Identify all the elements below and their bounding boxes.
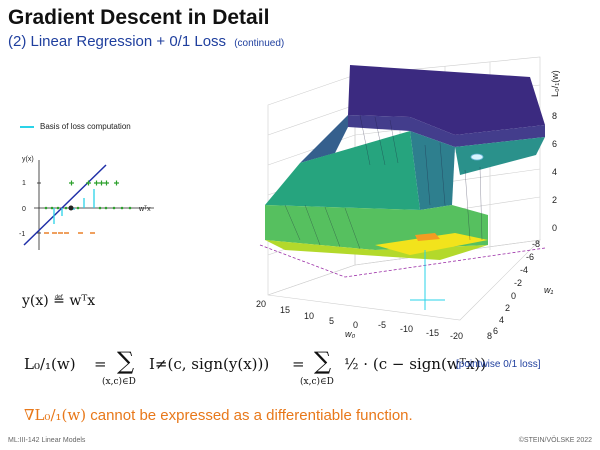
loss-equals-1: = [94,355,107,373]
loss-surface-plot: L₀/₁(w) 8 6 4 2 0 20 15 10 5 0 -5 -10 -1… [256,56,560,340]
w1-tick-neg8: -8 [532,239,540,249]
y-axis-label: y(x) [22,156,34,163]
loss-formula: L₀/₁(w) = ∑ (x,c)∈D I≠(c, sign(y(x))) = … [24,343,584,393]
model-formula: y(x) ≝ wᵀx [22,293,96,309]
slide-subtitle: (2) Linear Regression + 0/1 Loss (contin… [8,33,284,50]
w0-tick-neg5: -5 [378,320,386,330]
surface-front-edge [265,240,488,260]
w0-tick-neg15: -15 [426,328,439,338]
slide-title: Gradient Descent in Detail [8,6,270,29]
z-tick-8: 8 [552,111,557,121]
y-tick-1: 1 [22,180,26,187]
current-point-marker [470,153,484,161]
gradient-text: cannot be expressed as a differentiable … [90,407,413,424]
surface-top-plateau [348,65,545,135]
w1-tick-neg4: -4 [520,265,528,275]
loss-indicator: I≠(c, sign(y(x))) [149,355,270,373]
surface-left-wall [300,115,348,163]
surface-minimum-floor [375,233,488,255]
w1-tick-0: 0 [511,291,516,301]
w0-tick-neg10: -10 [400,324,413,334]
contour-projection [259,244,546,278]
y-tick-0: 0 [22,206,26,213]
x-axis-label: wᵀx [138,206,151,213]
w0-axis-label: w₀ [345,329,355,339]
legend-line-swatch [20,125,34,128]
regression-plot: y(x) wᵀx 1 0 -1 [19,156,154,250]
y-tick-neg1: -1 [19,231,25,238]
surface-middle-plateau [265,131,420,210]
surface-top-edge [348,115,545,147]
z-axis-label: L₀/₁(w) [550,70,560,97]
loss-half-term: ½ · (c − sign(wᵀx)) [344,355,487,373]
loss-subscript-1: (x,c)∈D [102,377,136,387]
gradient-note: ∇L₀/₁(w) cannot be expressed as a differ… [24,406,413,424]
center-points [44,206,132,210]
legend-label: Basis of loss computation [40,122,131,131]
w1-tick-4: 4 [499,315,504,325]
basis-legend: Basis of loss computation [20,122,131,131]
loss-lhs: L₀/₁(w) [24,355,76,373]
footer-left: ML:III-142 Linear Models [8,437,86,444]
z-tick-2: 2 [552,195,557,205]
sum-symbol-1: ∑ [117,347,135,375]
gradient-symbol: ∇L₀/₁(w) [24,406,87,424]
surface-minimum-spot [415,233,440,241]
w0-tick-20: 20 [256,299,266,309]
w1-tick-8: 8 [487,331,492,340]
w0-tick-10: 10 [304,311,314,321]
positive-points [69,180,119,186]
origin-point [68,205,74,211]
w0-tick-5: 5 [329,316,334,326]
w1-tick-neg2: -2 [514,278,522,288]
subtitle-note: (continued) [234,38,285,49]
w1-tick-neg6: -6 [526,252,534,262]
loss-equals-2: = [292,355,305,373]
w0-tick-0: 0 [353,320,358,330]
subtitle-text: (2) Linear Regression + 0/1 Loss [8,33,227,50]
w1-axis-label: w₁ [544,285,553,295]
z-tick-4: 4 [552,167,557,177]
w1-tick-6: 6 [493,326,498,336]
surface-right-step [455,137,545,175]
w1-tick-2: 2 [505,303,510,313]
footer-right: ©STEIN/VÖLSKE 2022 [518,437,592,444]
surface-facets [284,114,483,250]
sum-symbol-2: ∑ [314,347,332,375]
w0-tick-neg20: -20 [450,331,463,340]
loss-subscript-2: (x,c)∈D [300,377,334,387]
w0-tick-15: 15 [280,305,290,315]
z-tick-6: 6 [552,139,557,149]
pointwise-label: [pointwise 0/1 loss] [456,359,541,370]
z-tick-0: 0 [552,223,557,233]
regression-line [23,164,107,246]
